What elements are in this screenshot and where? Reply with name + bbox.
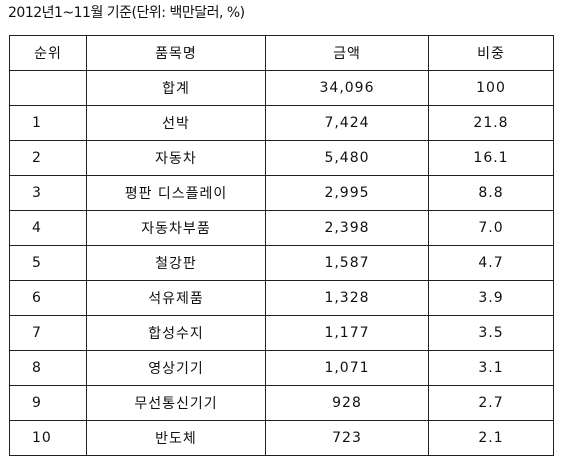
data-row: 8 영상기기 1,071 3.1 <box>9 350 554 386</box>
total-row: 합계 34,096 100 <box>9 70 554 106</box>
item-cell: 반도체 <box>86 420 266 456</box>
share-cell: 3.1 <box>428 350 554 386</box>
data-row: 5 철강판 1,587 4.7 <box>9 245 554 281</box>
item-cell: 평판 디스플레이 <box>86 175 266 211</box>
data-row: 7 합성수지 1,177 3.5 <box>9 315 554 351</box>
share-cell: 4.7 <box>428 245 554 281</box>
rank-cell: 3 <box>9 175 87 211</box>
data-row: 10 반도체 723 2.1 <box>9 420 554 456</box>
data-row: 6 석유제품 1,328 3.9 <box>9 280 554 316</box>
table: 순위 품목명 금액 비중 합계 34,096 100 1 선박 7,424 21.8 2 자동차 5,48… <box>9 35 554 456</box>
item-cell: 무선통신기기 <box>86 385 266 421</box>
item-cell: 철강판 <box>86 245 266 281</box>
amount-cell: 1,587 <box>265 245 429 281</box>
item-cell: 석유제품 <box>86 280 266 316</box>
rank-cell: 8 <box>9 350 87 386</box>
rank-cell: 9 <box>9 385 87 421</box>
data-row: 2 자동차 5,480 16.1 <box>9 140 554 176</box>
share-cell: 3.5 <box>428 315 554 351</box>
data-row: 9 무선통신기기 928 2.7 <box>9 385 554 421</box>
amount-cell: 7,424 <box>265 105 429 141</box>
table-body: 순위 품목명 금액 비중 합계 34,096 100 1 선박 7,424 21.8 2 자동차 5,48… <box>9 35 554 456</box>
share-cell: 3.9 <box>428 280 554 316</box>
item-cell: 자동차부품 <box>86 210 266 246</box>
header-cell: 순위 <box>9 35 87 71</box>
caption: 2012년1~11월 기준(단위: 백만달러, %) <box>8 5 245 21</box>
share-cell: 2.7 <box>428 385 554 421</box>
amount-cell: 1,071 <box>265 350 429 386</box>
item-cell: 영상기기 <box>86 350 266 386</box>
item-cell: 합성수지 <box>86 315 266 351</box>
rank-cell: 7 <box>9 315 87 351</box>
amount-cell: 2,995 <box>265 175 429 211</box>
amount-cell: 928 <box>265 385 429 421</box>
rank-cell: 1 <box>9 105 87 141</box>
amount-cell: 2,398 <box>265 210 429 246</box>
amount-cell: 723 <box>265 420 429 456</box>
amount-cell: 5,480 <box>265 140 429 176</box>
data-row: 4 자동차부품 2,398 7.0 <box>9 210 554 246</box>
share-cell: 7.0 <box>428 210 554 246</box>
item-cell: 자동차 <box>86 140 266 176</box>
data-row: 1 선박 7,424 21.8 <box>9 105 554 141</box>
rank-cell: 2 <box>9 140 87 176</box>
rank-cell: 6 <box>9 280 87 316</box>
total-share: 100 <box>428 70 554 106</box>
amount-cell: 1,177 <box>265 315 429 351</box>
header-cell: 금액 <box>265 35 429 71</box>
header-row: 순위 품목명 금액 비중 <box>9 35 554 71</box>
share-cell: 21.8 <box>428 105 554 141</box>
empty-cell <box>9 70 87 106</box>
total-item: 합계 <box>86 70 266 106</box>
header-cell: 품목명 <box>86 35 266 71</box>
total-amount: 34,096 <box>265 70 429 106</box>
header-cell: 비중 <box>428 35 554 71</box>
item-cell: 선박 <box>86 105 266 141</box>
share-cell: 2.1 <box>428 420 554 456</box>
amount-cell: 1,328 <box>265 280 429 316</box>
share-cell: 8.8 <box>428 175 554 211</box>
rank-cell: 4 <box>9 210 87 246</box>
share-cell: 16.1 <box>428 140 554 176</box>
rank-cell: 5 <box>9 245 87 281</box>
rank-cell: 10 <box>9 420 87 456</box>
data-row: 3 평판 디스플레이 2,995 8.8 <box>9 175 554 211</box>
